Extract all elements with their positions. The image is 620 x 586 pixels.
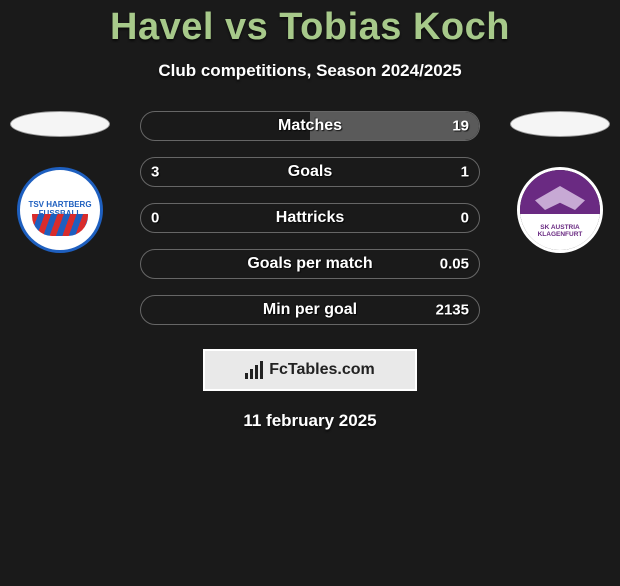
club-badge-right: SK AUSTRIA KLAGENFURT	[517, 167, 603, 253]
date-line: 11 february 2025	[0, 411, 620, 431]
stat-value-right: 2135	[436, 302, 469, 319]
stat-bar: Hattricks 0 0	[140, 203, 480, 233]
player-left-box: TSV HARTBERG FUSSBALL	[10, 111, 110, 253]
eagle-icon	[535, 186, 585, 210]
stat-bar: Goals per match 0.05	[140, 249, 480, 279]
stat-label: Min per goal	[263, 301, 357, 319]
page-title: Havel vs Tobias Koch	[0, 6, 620, 49]
stat-value-right: 0	[461, 210, 469, 227]
site-badge: FcTables.com	[203, 349, 417, 391]
stat-label: Hattricks	[276, 209, 344, 227]
badge-right-bot: SK AUSTRIA KLAGENFURT	[520, 214, 600, 250]
stat-bar: Min per goal 2135	[140, 295, 480, 325]
stat-label: Matches	[278, 117, 342, 135]
bars-icon-bar	[250, 369, 253, 379]
bars-icon-bar	[255, 365, 258, 379]
bars-icon-bar	[260, 361, 263, 379]
site-label: FcTables.com	[269, 361, 375, 379]
stat-label: Goals	[288, 163, 332, 181]
flag-ellipse-right	[510, 111, 610, 137]
stat-bar: Matches 19	[140, 111, 480, 141]
subtitle: Club competitions, Season 2024/2025	[0, 61, 620, 81]
comparison-area: TSV HARTBERG FUSSBALL Matches 19 Goals 3 1 Ha…	[0, 111, 620, 341]
flag-ellipse-left	[10, 111, 110, 137]
stat-bars: Matches 19 Goals 3 1 Hattricks 0 0 Goals per mat…	[140, 111, 480, 341]
badge-left-stripes	[32, 214, 88, 236]
badge-right-top	[520, 170, 600, 214]
stat-bar: Goals 3 1	[140, 157, 480, 187]
stat-value-right: 19	[452, 118, 469, 135]
stat-value-left: 0	[151, 210, 159, 227]
player-right-box: SK AUSTRIA KLAGENFURT	[510, 111, 610, 253]
stat-label: Goals per match	[247, 255, 372, 273]
stat-value-right: 0.05	[440, 256, 469, 273]
bars-icon-bar	[245, 373, 248, 379]
club-badge-left: TSV HARTBERG FUSSBALL	[17, 167, 103, 253]
stat-value-right: 1	[461, 164, 469, 181]
stat-value-left: 3	[151, 164, 159, 181]
bars-icon	[245, 361, 263, 379]
